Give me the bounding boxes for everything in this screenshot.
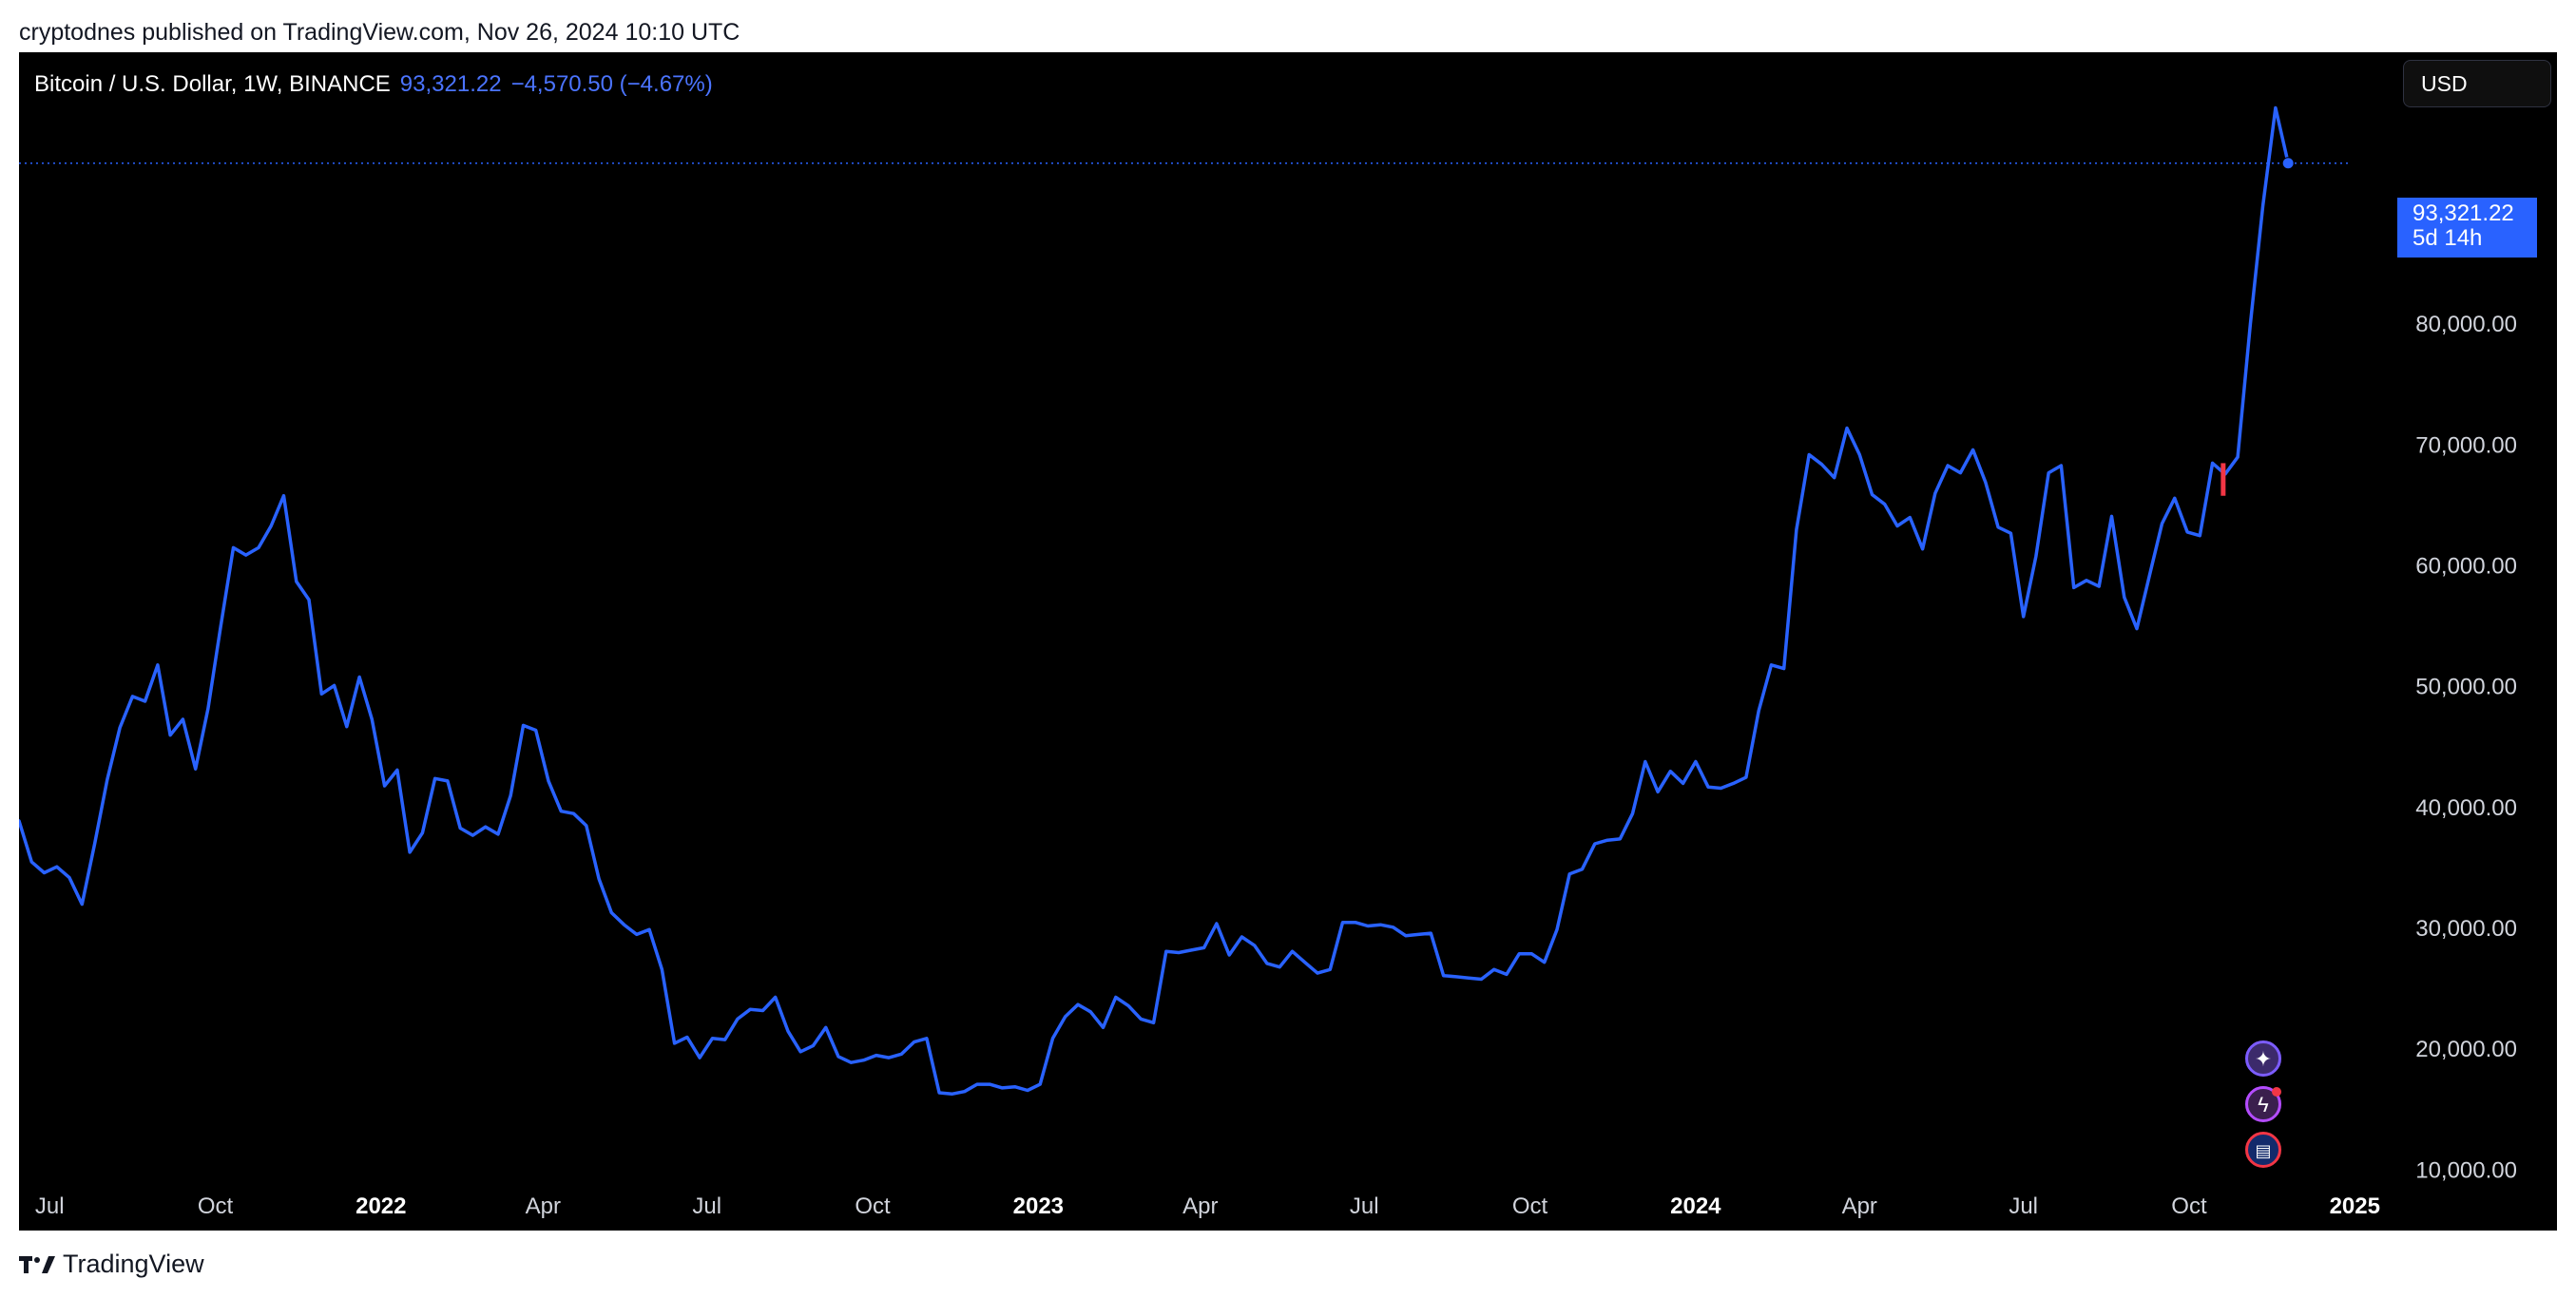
price-change: −4,570.50 (−4.67%)	[510, 71, 713, 97]
y-tick-label: 80,000.00	[2415, 312, 2517, 337]
x-tick-label: Oct	[198, 1193, 234, 1219]
y-tick-label: 20,000.00	[2415, 1037, 2517, 1062]
sparkle-icon[interactable]: ✦	[2245, 1040, 2281, 1077]
y-tick-label: 50,000.00	[2415, 675, 2517, 700]
notification-dot	[2272, 1087, 2281, 1097]
y-tick-label: 30,000.00	[2415, 916, 2517, 942]
x-tick-label: 2023	[1013, 1193, 1064, 1219]
y-tick-label: 60,000.00	[2415, 554, 2517, 580]
published-line: cryptodnes published on TradingView.com,…	[19, 19, 740, 46]
bar-countdown: 5d 14h	[2413, 225, 2483, 251]
x-tick-label: Apr	[1182, 1193, 1218, 1219]
x-tick-label: Oct	[1512, 1193, 1548, 1219]
symbol-header: Bitcoin / U.S. Dollar, 1W, BINANCE 93,321…	[34, 71, 713, 98]
symbol-title: Bitcoin / U.S. Dollar, 1W, BINANCE	[34, 71, 391, 97]
price-line	[19, 105, 2290, 1097]
lightning-icon[interactable]: ϟ	[2245, 1086, 2281, 1122]
tradingview-logo-icon	[19, 1255, 55, 1273]
last-price: 93,321.22	[399, 71, 502, 97]
y-tick-label: 10,000.00	[2415, 1157, 2517, 1183]
currency-button[interactable]: USD	[2403, 60, 2551, 107]
x-tick-label: Jul	[1350, 1193, 1379, 1219]
x-tick-label: Jul	[2009, 1193, 2038, 1219]
y-tick-label: 70,000.00	[2415, 432, 2517, 458]
last-price-dot	[2281, 157, 2295, 170]
x-tick-label: 2022	[356, 1193, 406, 1219]
flag-icon[interactable]: ▤	[2245, 1132, 2281, 1168]
last-price-tag-value: 93,321.22	[2413, 200, 2514, 226]
footer-brand-label: TradingView	[63, 1250, 204, 1278]
x-tick-label: 2025	[2330, 1193, 2380, 1219]
price-chart[interactable]: 100,000.0080,000.0070,000.0060,000.0050,…	[19, 52, 2557, 1231]
x-tick-label: Apr	[526, 1193, 561, 1219]
x-tick-label: Oct	[855, 1193, 891, 1219]
x-tick-label: Apr	[1842, 1193, 1877, 1219]
chart-panel[interactable]: 100,000.0080,000.0070,000.0060,000.0050,…	[19, 52, 2557, 1231]
x-tick-label: Jul	[35, 1193, 65, 1219]
x-tick-label: 2024	[1670, 1193, 1721, 1219]
y-tick-label: 40,000.00	[2415, 795, 2517, 821]
last-price-tag: 93,321.22 5d 14h	[2397, 198, 2537, 258]
x-tick-label: Jul	[692, 1193, 721, 1219]
x-tick-label: Oct	[2171, 1193, 2207, 1219]
footer-brand[interactable]: TradingView	[19, 1250, 204, 1279]
